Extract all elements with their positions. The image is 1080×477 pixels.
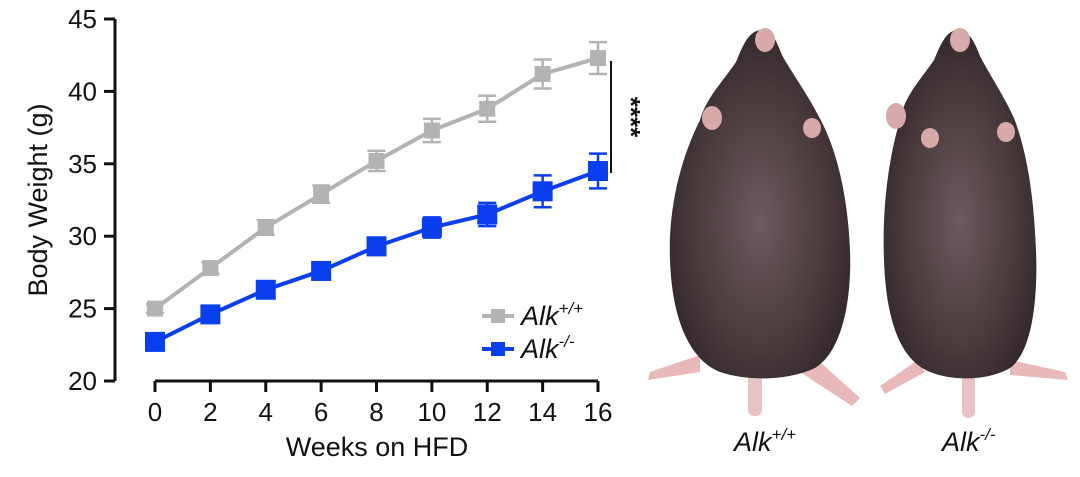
y-tick-label: 40 [68, 76, 97, 106]
data-point [255, 279, 276, 300]
mouse-photo-wildtype [648, 28, 860, 416]
y-tick-label: 20 [68, 366, 97, 396]
data-point [532, 181, 553, 202]
legend-label: Alk-/- [519, 332, 575, 364]
data-point [200, 304, 221, 325]
caption-wildtype: Alk+/+ [732, 425, 796, 457]
data-point [147, 300, 163, 317]
data-point [423, 122, 440, 139]
series-1 [145, 152, 608, 352]
x-tick-label: 2 [203, 397, 217, 427]
series-layer [145, 40, 608, 352]
series-line [153, 56, 599, 311]
data-point [145, 331, 165, 352]
mouse-photo-knockout [880, 28, 1068, 418]
data-point [590, 50, 606, 67]
x-tick-label: 10 [417, 397, 446, 427]
caption-knockout: Alk-/- [940, 425, 996, 457]
data-point [477, 204, 498, 225]
y-tick-label: 30 [68, 221, 97, 251]
data-point [311, 260, 332, 281]
data-point [202, 260, 219, 277]
y-tick-label: 35 [68, 149, 97, 179]
x-tick-label: 6 [314, 397, 328, 427]
legend-marker [491, 309, 505, 323]
y-tick-label: 45 [68, 4, 97, 34]
data-point [368, 152, 385, 169]
x-tick-label: 16 [584, 397, 613, 427]
x-tick-label: 0 [148, 397, 162, 427]
x-tick-label: 8 [369, 397, 383, 427]
legend-item-0: Alk+/+ [482, 299, 583, 331]
body-weight-chart: 20 25 30 35 40 45 0 2 4 6 8 10 12 14 16 Body Weight (… [23, 4, 646, 462]
data-point [534, 66, 551, 83]
x-tick-label: 12 [473, 397, 502, 427]
x-tick-label: 14 [528, 397, 557, 427]
x-tick-label: 4 [259, 397, 273, 427]
y-ticks: 20 25 30 35 40 45 [68, 4, 115, 396]
significance-stars: **** [616, 97, 646, 138]
data-point [313, 186, 330, 203]
series-0 [146, 40, 607, 317]
data-point [421, 217, 442, 238]
data-point [479, 100, 496, 117]
legend-label: Alk+/+ [519, 299, 583, 331]
y-axis-title: Body Weight (g) [23, 103, 53, 296]
legend-marker [491, 342, 505, 356]
legend: Alk+/+Alk-/- [482, 299, 583, 364]
data-point [588, 161, 608, 182]
x-axis-title: Weeks on HFD [286, 432, 469, 462]
legend-item-1: Alk-/- [482, 332, 575, 364]
data-point [366, 236, 387, 257]
data-point [257, 219, 274, 236]
y-tick-label: 25 [68, 294, 97, 324]
x-ticks: 0 2 4 6 8 10 12 14 16 [148, 381, 613, 427]
